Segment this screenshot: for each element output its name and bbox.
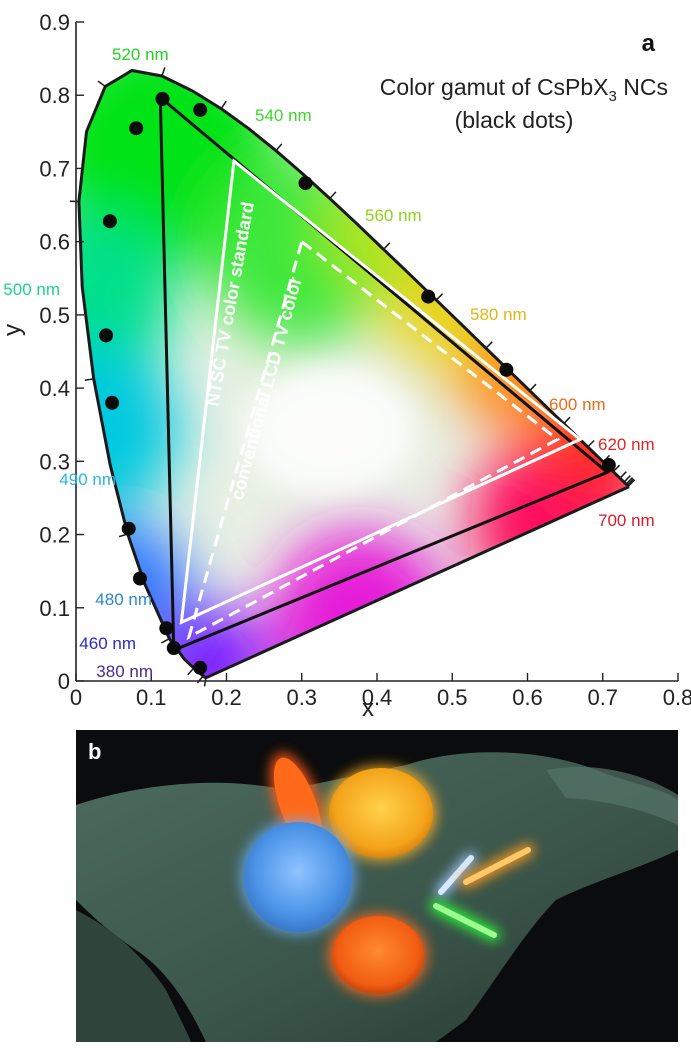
wavelength-tick: [329, 191, 337, 200]
wavelength-tick: [627, 479, 636, 487]
x-tick-label: 0: [70, 685, 82, 710]
x-tick-label: 0.7: [587, 685, 618, 710]
glow-rods: [430, 844, 534, 941]
nc-point: [105, 395, 120, 410]
nc-point: [159, 621, 174, 636]
x-tick-label: 0.8: [663, 685, 691, 710]
wavelength-tick: [587, 439, 595, 448]
y-tick-label: 0.8: [39, 83, 70, 108]
wavelength-tick: [196, 675, 204, 684]
wavelength-label: 540 nm: [255, 106, 312, 125]
nc-point: [193, 102, 208, 117]
ntsc-triangle: [179, 158, 584, 625]
y-tick-label: 0.6: [39, 230, 70, 255]
panel-a-letter: a: [642, 30, 656, 57]
chart-svg: 0 0.1 0.2 0.3 0.4 0.5 0.6 0.7 0.8 00.10.20.30.40…: [0, 10, 691, 722]
lcd-triangle: [186, 239, 561, 641]
wavelength-tick: [625, 477, 633, 485]
x-tick-label: 0.5: [437, 685, 468, 710]
wavelength-tick: [623, 475, 631, 483]
wavelength-label: 500 nm: [3, 280, 60, 299]
spectral-locus: [77, 68, 630, 679]
y-ticks: 0 0.1 0.2 0.3 0.4 0.5 0.6 0.7 0.8 0.9: [39, 10, 84, 694]
nc-point: [155, 91, 170, 106]
wavelength-tick: [563, 416, 571, 425]
wavelength-label: 490 nm: [59, 470, 116, 489]
yellow-disc: [325, 765, 437, 861]
y-tick-label: 0.1: [39, 596, 70, 621]
orange-disc-bottom: [328, 913, 428, 997]
nc-point: [166, 641, 181, 655]
wavelength-label: 560 nm: [365, 206, 422, 225]
wavelength-tick: [529, 383, 537, 392]
wavelength-tick: [485, 341, 493, 349]
wavelength-label: 460 nm: [79, 634, 136, 653]
nc-gamut-triangle: [158, 94, 611, 653]
chart-title-line2: (black dots): [455, 107, 574, 133]
y-tick-label: 0.2: [39, 523, 70, 548]
nc-point: [499, 362, 514, 377]
wavelength-tick: [612, 464, 621, 473]
glowing-samples-photo: b: [76, 730, 678, 1042]
wavelength-tick: [97, 80, 106, 88]
nc-point: [601, 458, 616, 472]
nc-point: [133, 571, 147, 586]
wavelength-tick: [220, 100, 227, 110]
y-tick-label: 0.9: [39, 10, 70, 35]
y-axis-title: y: [0, 324, 26, 336]
wavelength-ticks: [69, 67, 636, 687]
wavelength-tick: [626, 478, 635, 486]
nc-data-points: [99, 91, 616, 675]
x-tick-label: 0.1: [136, 685, 167, 710]
x-tick-label: 0.2: [211, 685, 242, 710]
nc-point: [421, 289, 436, 304]
nc-point: [99, 328, 114, 343]
nc-point: [102, 214, 117, 229]
y-tick-label: 0.3: [39, 449, 70, 474]
wavelength-tick: [435, 293, 444, 301]
gamut-triangles: [158, 94, 611, 653]
y-tick-label: 0.4: [39, 376, 70, 401]
nc-point: [193, 660, 208, 675]
x-tick-label: 0.4: [362, 685, 393, 710]
chart-title-line1: Color gamut of CsPbX3 NCs: [380, 74, 668, 105]
chromaticity-chart: 0 0.1 0.2 0.3 0.4 0.5 0.6 0.7 0.8 0 0.1 0.2 0.3 0.4 0…: [0, 10, 691, 722]
blue-disc: [240, 819, 356, 935]
nc-point: [298, 176, 313, 191]
nc-point: [121, 521, 136, 536]
y-tick-label: 0.5: [39, 303, 70, 328]
x-axis-title: x: [362, 695, 374, 722]
photo-panel: b: [76, 730, 678, 1042]
wavelength-label: 700 nm: [598, 511, 655, 530]
y-tick-label: 0: [58, 669, 70, 694]
nc-point: [129, 121, 144, 136]
y-tick-label: 0.7: [39, 156, 70, 181]
wavelength-tick: [619, 471, 627, 479]
wavelength-label: 520 nm: [112, 45, 169, 64]
x-tick-label: 0.6: [512, 685, 543, 710]
wavelength-label: 620 nm: [598, 435, 655, 454]
wavelength-tick: [161, 638, 170, 644]
wavelength-tick: [203, 677, 207, 687]
wavelength-label: 380 nm: [96, 662, 153, 681]
panel-b-letter: b: [88, 739, 101, 764]
wavelength-label: 580 nm: [470, 305, 527, 324]
wavelength-label: 480 nm: [95, 590, 152, 609]
wavelength-tick: [84, 378, 94, 381]
wavelength-tick: [161, 67, 166, 77]
wavelength-tick: [187, 667, 195, 676]
x-ticks: 0 0.1 0.2 0.3 0.4 0.5 0.6 0.7 0.8: [70, 673, 691, 710]
wavelength-labels: 520 nm 540 nm 560 nm 580 nm 600 nm 620 nm 700 …: [3, 45, 654, 681]
wavelength-tick: [275, 143, 283, 152]
wavelength-label: 600 nm: [549, 395, 606, 414]
glove-hand: [76, 752, 678, 1042]
x-tick-label: 0.3: [286, 685, 317, 710]
wavelength-tick: [383, 242, 391, 250]
